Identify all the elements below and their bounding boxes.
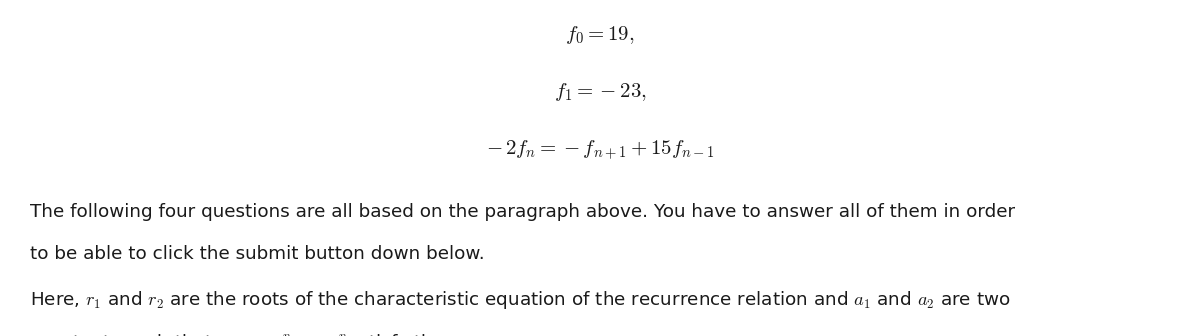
Text: $f_1 = -23,$: $f_1 = -23,$	[553, 81, 647, 102]
Text: constants such that $f_n = a_1 r_1^n + a_2 r_2^n$satisfy the recurrence.: constants such that $f_n = a_1 r_1^n + a…	[30, 333, 556, 336]
Text: $f_0 = 19,$: $f_0 = 19,$	[565, 24, 635, 45]
Text: $-\,2f_n = -f_{n+1} + 15f_{n-1}$: $-\,2f_n = -f_{n+1} + 15f_{n-1}$	[486, 138, 714, 162]
Text: Here, $r_1$ and $r_2$ are the roots of the characteristic equation of the recurr: Here, $r_1$ and $r_2$ are the roots of t…	[30, 289, 1010, 311]
Text: The following four questions are all based on the paragraph above. You have to a: The following four questions are all bas…	[30, 203, 1015, 221]
Text: to be able to click the submit button down below.: to be able to click the submit button do…	[30, 245, 485, 263]
